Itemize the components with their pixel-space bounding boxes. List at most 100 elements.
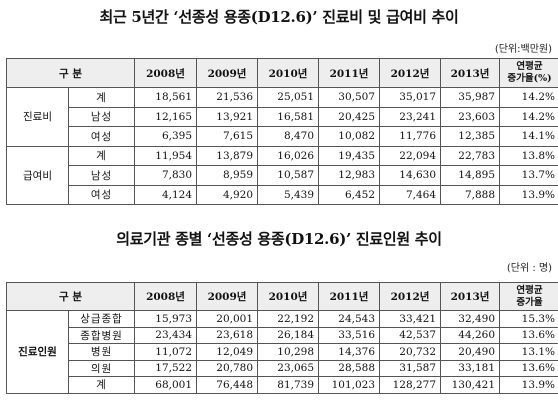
- value-cell: 20,780: [196, 359, 259, 377]
- value-cell: 16,581: [257, 106, 320, 127]
- growth-cell: 13.8%: [499, 145, 558, 166]
- value-cell: 128,277: [379, 376, 442, 394]
- value-cell: 42,537: [379, 326, 442, 344]
- value-cell: 8,470: [257, 126, 320, 147]
- value-cell: 22,783: [440, 145, 501, 166]
- value-cell: 21,536: [196, 87, 259, 108]
- growth-cell: 13.1%: [499, 343, 558, 361]
- value-cell: 68,001: [134, 376, 198, 394]
- value-cell: 6,395: [134, 126, 198, 147]
- value-cell: 35,017: [379, 87, 442, 108]
- value-cell: 12,165: [134, 106, 198, 127]
- growth-cell: 13.9%: [499, 184, 558, 205]
- value-cell: 28,588: [318, 359, 381, 377]
- growth-header-line1: 연평균: [516, 284, 543, 296]
- table-row: 여성 4,124 4,920 5,439 6,452 7,464 7,888 13.9%: [7, 184, 558, 205]
- category-header: 구 분: [5, 58, 136, 88]
- group-label: 급여비: [6, 145, 69, 205]
- value-cell: 33,421: [379, 310, 442, 328]
- growth-cell: 15.3%: [499, 310, 558, 328]
- year-header: 2010년: [257, 282, 320, 311]
- value-cell: 81,739: [257, 376, 320, 394]
- value-cell: 16,026: [257, 145, 320, 166]
- value-cell: 101,023: [318, 376, 381, 394]
- year-header: 2013년: [440, 282, 501, 311]
- value-cell: 10,082: [318, 126, 381, 147]
- table-row: 의원 17,522 20,780 23,065 28,588 31,587 33,181 13…: [7, 359, 558, 377]
- value-cell: 20,732: [379, 343, 442, 361]
- header-row: 구 분 2008년 2009년 2010년 2011년 2012년 2013년 연평균 증가율: [5, 282, 558, 311]
- value-cell: 33,516: [318, 326, 381, 344]
- table-row: 진료비 계 18,561 21,536 25,051 30,507 35,017 35,987…: [6, 87, 558, 147]
- value-cell: 23,241: [379, 106, 442, 127]
- patients-by-institution-table: 구 분 2008년 2009년 2010년 2011년 2012년 2013년 연평균 증가율 진…: [5, 282, 558, 394]
- value-cell: 5,439: [257, 184, 320, 205]
- row-label: 상급종합: [67, 310, 136, 328]
- row-label: 여성: [67, 126, 136, 147]
- value-cell: 4,124: [134, 184, 198, 205]
- value-cell: 130,421: [440, 376, 501, 394]
- year-header: 2009년: [196, 58, 259, 88]
- value-cell: 23,065: [257, 359, 320, 377]
- value-cell: 4,920: [196, 184, 259, 205]
- value-cell: 14,630: [379, 165, 442, 186]
- row-label: 병원: [67, 343, 136, 361]
- year-header: 2011년: [318, 282, 381, 311]
- value-cell: 8,959: [196, 165, 259, 186]
- value-cell: 12,983: [318, 165, 381, 186]
- value-cell: 18,561: [134, 87, 198, 108]
- value-cell: 24,543: [318, 310, 381, 328]
- growth-header-line2: 증가율(%): [507, 73, 552, 84]
- value-cell: 20,001: [196, 310, 259, 328]
- growth-header: 연평균 증가율(%): [499, 58, 558, 88]
- value-cell: 35,987: [440, 87, 501, 108]
- value-cell: 14,895: [440, 165, 501, 186]
- value-cell: 7,888: [440, 184, 501, 205]
- growth-cell: 13.9%: [499, 376, 558, 394]
- value-cell: 12,049: [196, 343, 259, 361]
- group-label: 진료비: [6, 87, 69, 147]
- value-cell: 13,921: [196, 106, 259, 127]
- table-row: 병원 11,072 12,049 10,298 14,376 20,732 20,490 13…: [7, 343, 558, 361]
- category-header: 구 분: [5, 282, 136, 311]
- value-cell: 10,298: [257, 343, 320, 361]
- table2-title: 의료기관 종별 ‘선종성 용종(D12.6)’ 진료인원 추이: [116, 230, 442, 248]
- value-cell: 11,954: [134, 145, 198, 166]
- value-cell: 31,587: [379, 359, 442, 377]
- table-row: 남성 7,830 8,959 10,587 12,983 14,630 14,895 13.7…: [7, 165, 558, 186]
- value-cell: 6,452: [318, 184, 381, 205]
- value-cell: 30,507: [318, 87, 381, 108]
- value-cell: 32,490: [440, 310, 501, 328]
- growth-cell: 13.7%: [499, 165, 558, 186]
- row-label: 여성: [67, 184, 136, 205]
- table-row: 종합병원 23,434 23,618 26,184 33,516 42,537 44,260…: [7, 326, 558, 344]
- value-cell: 20,425: [318, 106, 381, 127]
- row-label: 계: [67, 87, 136, 108]
- value-cell: 10,587: [257, 165, 320, 186]
- value-cell: 33,181: [440, 359, 501, 377]
- growth-cell: 14.1%: [499, 126, 558, 147]
- growth-cell: 14.2%: [499, 106, 558, 127]
- value-cell: 26,184: [257, 326, 320, 344]
- value-cell: 23,618: [196, 326, 259, 344]
- medical-cost-table: 구 분 2008년 2009년 2010년 2011년 2012년 2013년 연평균 증가율(…: [5, 58, 558, 205]
- row-label: 계: [67, 376, 136, 394]
- value-cell: 7,615: [196, 126, 259, 147]
- year-header: 2010년: [257, 58, 320, 88]
- year-header: 2011년: [318, 58, 381, 88]
- table1-unit: (단위:백만원): [494, 44, 552, 55]
- year-header: 2008년: [134, 58, 198, 88]
- value-cell: 17,522: [134, 359, 198, 377]
- growth-cell: 13.6%: [499, 326, 558, 344]
- value-cell: 22,192: [257, 310, 320, 328]
- value-cell: 23,603: [440, 106, 501, 127]
- growth-header: 연평균 증가율: [499, 282, 558, 311]
- value-cell: 19,435: [318, 145, 381, 166]
- value-cell: 25,051: [257, 87, 320, 108]
- value-cell: 22,094: [379, 145, 442, 166]
- table-row: 계 68,001 76,448 81,739 101,023 128,277 130,421…: [7, 376, 558, 394]
- value-cell: 76,448: [196, 376, 259, 394]
- value-cell: 11,072: [134, 343, 198, 361]
- growth-header-line1: 연평균: [516, 61, 543, 72]
- year-header: 2012년: [379, 58, 442, 88]
